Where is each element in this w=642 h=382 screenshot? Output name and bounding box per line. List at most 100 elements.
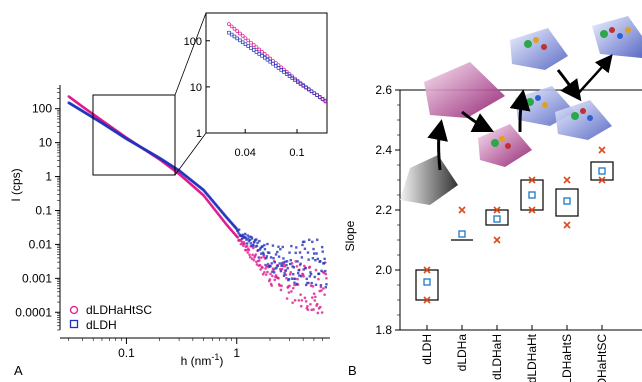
data-point bbox=[261, 245, 264, 248]
data-point bbox=[300, 298, 304, 302]
inset-data-point bbox=[254, 50, 259, 54]
data-point bbox=[248, 253, 251, 257]
panel-a-legend: dLDHaHtSC dLDH bbox=[69, 303, 152, 332]
data-point bbox=[255, 263, 259, 266]
legend-label-series-1: dLDHaHtSC bbox=[86, 303, 152, 317]
data-point bbox=[280, 264, 283, 267]
data-point bbox=[320, 289, 323, 292]
data-point bbox=[285, 297, 289, 300]
legend-circle-marker bbox=[69, 305, 79, 315]
box-group-dLDH bbox=[415, 266, 439, 304]
data-point bbox=[302, 274, 305, 278]
data-point bbox=[251, 246, 255, 250]
data-point bbox=[299, 304, 303, 308]
inset-data-point bbox=[312, 91, 317, 95]
data-point bbox=[309, 302, 312, 306]
data-point bbox=[272, 257, 275, 260]
data-point bbox=[311, 285, 315, 288]
data-point bbox=[288, 284, 291, 288]
data-point bbox=[267, 264, 270, 267]
data-point bbox=[288, 273, 292, 276]
data-point bbox=[237, 228, 241, 231]
inset-data-point bbox=[323, 98, 328, 103]
box-group-dLDHaH bbox=[485, 206, 509, 244]
data-point bbox=[252, 243, 255, 247]
data-point bbox=[321, 250, 324, 253]
category-label: dLDHaHtSC bbox=[595, 334, 609, 382]
data-point bbox=[308, 275, 312, 278]
data-point bbox=[308, 238, 311, 242]
box bbox=[485, 209, 509, 226]
inset-data-point bbox=[238, 31, 242, 36]
data-point bbox=[324, 286, 328, 289]
panel-a-xlabel: h (nm-1) bbox=[181, 352, 224, 368]
data-point bbox=[270, 262, 273, 265]
inset-data-point bbox=[293, 78, 297, 82]
data-point bbox=[296, 260, 299, 263]
data-point bbox=[319, 259, 322, 263]
data-point bbox=[246, 234, 249, 237]
data-point bbox=[309, 271, 312, 274]
legend-square-marker bbox=[69, 319, 79, 329]
panel-a-ytick-label: 10 bbox=[39, 136, 53, 150]
inset-data-point bbox=[265, 57, 270, 62]
data-point bbox=[291, 301, 294, 304]
mean-marker bbox=[458, 230, 466, 238]
data-point bbox=[250, 235, 253, 239]
data-point bbox=[266, 242, 269, 246]
data-point bbox=[315, 252, 318, 255]
data-point bbox=[306, 251, 310, 254]
inset-data-point bbox=[298, 82, 303, 86]
data-point bbox=[261, 266, 264, 269]
data-point bbox=[258, 248, 262, 251]
data-point bbox=[293, 277, 297, 281]
arrow-3 bbox=[575, 54, 613, 97]
category-label: dLDH bbox=[420, 334, 434, 365]
data-point bbox=[258, 259, 261, 262]
box bbox=[520, 179, 544, 211]
inset-series-dLDH bbox=[227, 30, 328, 103]
inset-data-point bbox=[262, 52, 267, 56]
data-point bbox=[285, 276, 288, 280]
data-point bbox=[280, 267, 284, 271]
data-point bbox=[264, 256, 268, 260]
inset-data-point bbox=[309, 89, 314, 94]
data-point bbox=[243, 235, 246, 239]
data-point-x bbox=[598, 176, 606, 184]
inset-data-point bbox=[320, 97, 325, 101]
panel-a-xtick-label: 1 bbox=[233, 346, 240, 360]
data-point bbox=[320, 311, 324, 314]
data-point bbox=[312, 252, 316, 255]
data-point bbox=[296, 277, 299, 281]
blue-platelet-shape-3 bbox=[555, 100, 612, 140]
panel-b-ytick-label: 2.0 bbox=[375, 263, 392, 277]
data-point bbox=[294, 251, 297, 255]
panel-b-label: B bbox=[348, 363, 357, 378]
data-point bbox=[287, 291, 291, 294]
legend-label-series-2: dLDH bbox=[86, 318, 117, 332]
data-point bbox=[251, 253, 254, 257]
data-point bbox=[260, 252, 263, 255]
data-point bbox=[300, 256, 304, 259]
data-point bbox=[284, 269, 288, 272]
data-point bbox=[259, 246, 262, 250]
data-point bbox=[253, 238, 257, 242]
inset-data-point bbox=[240, 33, 245, 38]
data-point bbox=[320, 269, 323, 272]
data-point bbox=[318, 305, 322, 309]
inset-data-point bbox=[296, 80, 300, 84]
data-point bbox=[273, 278, 277, 282]
data-point bbox=[276, 264, 280, 267]
panel-b-axes: 1.8 2.0 2.2 2.4 2.6 bbox=[375, 83, 642, 337]
inset-data-point bbox=[262, 56, 267, 60]
data-point bbox=[254, 245, 257, 248]
panel-b-ylabel: Slope bbox=[343, 220, 357, 251]
data-point bbox=[314, 268, 318, 272]
data-point bbox=[288, 251, 291, 254]
data-point bbox=[302, 268, 305, 271]
data-point bbox=[274, 267, 277, 270]
data-point bbox=[301, 243, 304, 247]
data-point bbox=[287, 277, 291, 281]
data-point-x bbox=[423, 296, 431, 304]
blue-platelet-shape-4 bbox=[592, 16, 642, 58]
